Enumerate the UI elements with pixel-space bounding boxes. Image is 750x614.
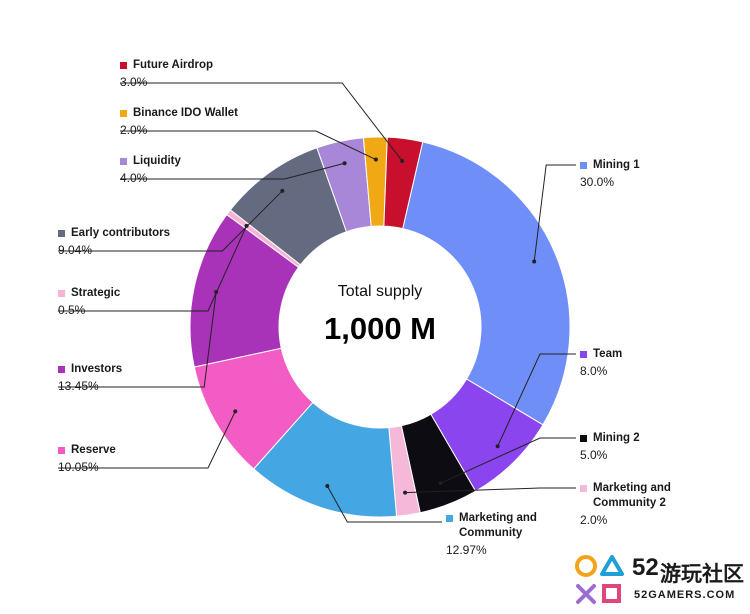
slice-name-text: Reserve (71, 444, 116, 456)
slice-label: Mining 1 30.0% (580, 157, 640, 191)
leader-dot (373, 157, 378, 162)
slice-label: Mining 2 5.0% (580, 430, 640, 464)
leader-dot (438, 481, 443, 486)
slice-percent: 10.05% (58, 460, 99, 474)
slice-label-name: Early contributors (58, 225, 170, 241)
leader-line (120, 162, 345, 180)
slice-label-name: Team (580, 346, 622, 362)
slice-label: Future Airdrop 3.0% (120, 57, 213, 91)
legend-swatch (58, 230, 65, 237)
leader-dot (325, 484, 330, 489)
slice-name-text: Early contributors (71, 227, 171, 239)
slice-percent: 12.97% (446, 543, 487, 557)
leader-line (405, 487, 576, 494)
leader-line (497, 353, 576, 447)
slice-percent: 0.5% (58, 303, 86, 317)
slice-label-name: Reserve (58, 442, 116, 458)
legend-swatch (120, 62, 127, 69)
watermark-number: 52 (632, 554, 659, 581)
leader-line (58, 411, 236, 469)
slice-name-text: Strategic (71, 287, 121, 299)
legend-swatch (120, 110, 127, 117)
leader-dot (244, 223, 249, 228)
slice-percent: 2.0% (120, 123, 148, 137)
slice-name-text: Investors (71, 363, 123, 375)
slice-name-text: Liquidity (133, 155, 181, 167)
legend-swatch (580, 485, 587, 492)
leader-dot (403, 490, 408, 495)
slice-label-name: Mining 1 (580, 157, 640, 173)
watermark-brand: 游玩社区 (660, 563, 744, 586)
center-value: 1,000 M (324, 311, 436, 346)
slice-label: Early contributors 9.04% (58, 225, 170, 259)
leader-line (440, 437, 576, 484)
leader-lines (58, 82, 576, 523)
slice-name-text: Mining 1 (593, 159, 640, 171)
slice-name-text: Mining 2 (593, 432, 640, 444)
slice-label: Marketing and Community 12.97% (446, 510, 537, 559)
slice-label: Marketing and Community 2 2.0% (580, 480, 671, 529)
leader-line (326, 485, 442, 523)
legend-swatch (580, 351, 587, 358)
slice-label-name: Strategic (58, 285, 120, 301)
slice-label-name: Mining 2 (580, 430, 640, 446)
slice-name-text: Binance IDO Wallet (133, 107, 239, 119)
watermark-site: 52GAMERS.COM (634, 589, 736, 601)
slice-name-text: Future Airdrop (133, 59, 214, 71)
playstation-buttons-logo-icon (575, 555, 624, 604)
leader-line (120, 130, 377, 161)
slice-name-text: Team (593, 348, 623, 360)
leader-dot (532, 259, 537, 264)
leader-line (533, 164, 576, 262)
leader-dot (400, 158, 405, 163)
slice-label-name: Investors (58, 361, 122, 377)
legend-swatch (58, 447, 65, 454)
leader-dot (233, 409, 238, 414)
slice-label-name: Future Airdrop (120, 57, 213, 73)
legend-swatch (580, 162, 587, 169)
slice-label: Liquidity 4.0% (120, 153, 181, 187)
slice-label: Team 8.0% (580, 346, 622, 380)
leader-line (58, 291, 217, 388)
leader-dot (495, 444, 500, 449)
legend-swatch (58, 366, 65, 373)
slice-future-airdrop (383, 136, 424, 230)
slice-label-name: Binance IDO Wallet (120, 105, 238, 121)
leader-dot (342, 161, 347, 166)
watermark: 52 游玩社区 52GAMERS.COM (572, 552, 747, 610)
slice-percent: 4.0% (120, 171, 148, 185)
legend-swatch (446, 515, 453, 522)
legend-swatch (120, 158, 127, 165)
slice-percent: 30.0% (580, 175, 615, 189)
slice-label: Investors 13.45% (58, 361, 122, 395)
slice-label: Reserve 10.05% (58, 442, 116, 476)
leader-dot (280, 188, 285, 193)
slice-label: Binance IDO Wallet 2.0% (120, 105, 238, 139)
leader-line (58, 225, 247, 312)
slice-percent: 9.04% (58, 243, 93, 257)
legend-swatch (580, 435, 587, 442)
leader-line (120, 82, 403, 162)
slice-mining-1 (402, 141, 571, 426)
slice-percent: 2.0% (580, 513, 608, 527)
slice-percent: 5.0% (580, 448, 608, 462)
slice-name-text: Marketing and Community 2 (593, 482, 671, 509)
slice-percent: 3.0% (120, 75, 148, 89)
donut-slices (189, 136, 571, 518)
legend-swatch (58, 290, 65, 297)
slice-label-name: Marketing and Community 2 (580, 480, 671, 511)
slice-percent: 8.0% (580, 364, 608, 378)
center-title: Total supply (338, 283, 423, 300)
slice-percent: 13.45% (58, 379, 99, 393)
slice-label-name: Liquidity (120, 153, 181, 169)
slice-name-text: Marketing and Community (459, 512, 537, 539)
leader-line (58, 190, 283, 252)
slice-label: Strategic 0.5% (58, 285, 120, 319)
slice-label-name: Marketing and Community (446, 510, 537, 541)
